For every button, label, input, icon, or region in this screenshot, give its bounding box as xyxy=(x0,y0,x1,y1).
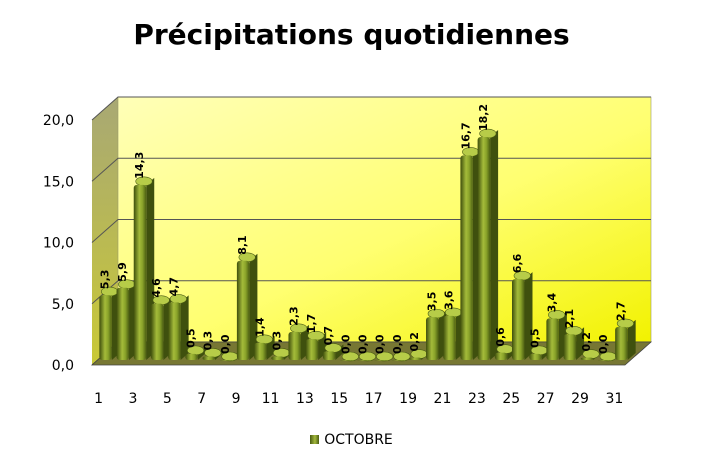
data-label: 3,6 xyxy=(442,290,455,310)
bar xyxy=(546,318,559,360)
bar xyxy=(615,326,628,360)
data-label: 0,0 xyxy=(374,334,387,354)
data-label: 2,3 xyxy=(288,306,301,326)
x-tick-label: 9 xyxy=(232,391,241,407)
data-label: 2,1 xyxy=(563,309,576,329)
bar xyxy=(185,353,198,360)
bar xyxy=(357,360,370,361)
x-tick-label: 1 xyxy=(94,391,103,407)
chart-title: Précipitations quotidiennes xyxy=(133,18,570,51)
bar xyxy=(408,357,422,360)
bar xyxy=(99,295,112,360)
bar xyxy=(271,356,284,360)
bar xyxy=(133,184,147,360)
data-label: 4,7 xyxy=(167,277,180,297)
data-label: 2,7 xyxy=(614,301,627,321)
bar xyxy=(391,360,405,361)
bar-cap xyxy=(341,351,359,362)
y-tick-label: 20,0 xyxy=(43,113,74,129)
bar xyxy=(340,360,353,361)
bar xyxy=(254,342,267,360)
data-label: 0,0 xyxy=(339,334,352,354)
data-label: 0,0 xyxy=(597,334,610,354)
data-label: 18,2 xyxy=(477,104,490,131)
bar-cap xyxy=(393,351,411,362)
y-tick-label: 10,0 xyxy=(43,236,74,252)
data-label: 0,6 xyxy=(494,327,507,347)
bar xyxy=(460,155,473,360)
x-tick-label: 3 xyxy=(129,391,138,407)
x-tick-label: 27 xyxy=(537,391,555,407)
x-tick-label: 29 xyxy=(571,391,589,407)
data-label: 16,7 xyxy=(460,122,473,149)
data-label: 14,3 xyxy=(133,152,146,179)
data-label: 0,2 xyxy=(408,332,421,352)
bar xyxy=(426,317,439,360)
data-label: 0,2 xyxy=(580,332,593,352)
x-tick-label: 13 xyxy=(296,391,314,407)
bar xyxy=(511,279,525,360)
bar xyxy=(494,352,508,360)
y-tick-label: 5,0 xyxy=(52,297,74,313)
data-label: 0,7 xyxy=(322,326,335,346)
x-tick-label: 11 xyxy=(262,391,280,407)
bar xyxy=(236,260,250,360)
bar xyxy=(150,303,164,360)
data-label: 1,4 xyxy=(253,317,266,337)
data-label: 1,7 xyxy=(305,314,318,334)
x-tick-label: 17 xyxy=(365,391,383,407)
bar xyxy=(322,351,336,360)
bar-cap xyxy=(376,351,394,362)
bar xyxy=(305,339,319,360)
data-label: 0,3 xyxy=(271,331,284,351)
data-label: 3,4 xyxy=(546,293,559,313)
data-label: 0,5 xyxy=(528,328,541,348)
bar xyxy=(116,287,130,360)
x-tick-label: 31 xyxy=(605,391,623,407)
legend-label: OCTOBRE xyxy=(324,432,393,448)
data-label: 5,9 xyxy=(116,262,129,282)
bar-side xyxy=(180,295,189,360)
data-label: 0,0 xyxy=(391,334,404,354)
data-label: 0,5 xyxy=(185,328,198,348)
data-label: 3,5 xyxy=(425,292,438,312)
legend-swatch xyxy=(310,435,320,444)
x-tick-label: 23 xyxy=(468,391,486,407)
data-label: 0,0 xyxy=(219,334,232,354)
bar-cap xyxy=(358,351,377,362)
bar xyxy=(529,353,542,360)
legend: OCTOBRE xyxy=(0,432,703,448)
x-tick-label: 21 xyxy=(434,391,452,407)
bar xyxy=(563,334,577,360)
bar xyxy=(202,356,216,360)
x-tick-label: 15 xyxy=(330,391,348,407)
bar xyxy=(219,360,233,361)
x-tick-label: 19 xyxy=(399,391,417,407)
gridline xyxy=(91,96,651,121)
bar-side xyxy=(627,319,636,360)
bar xyxy=(477,137,491,360)
bar-side xyxy=(576,327,585,360)
y-tick-label: 0,0 xyxy=(52,358,74,374)
data-label: 8,1 xyxy=(236,235,249,254)
bar xyxy=(580,357,594,360)
data-label: 6,6 xyxy=(511,253,524,273)
bar-side xyxy=(524,272,533,360)
x-tick-label: 7 xyxy=(197,391,206,407)
x-tick-label: 5 xyxy=(163,391,172,407)
bar xyxy=(374,360,387,361)
bar xyxy=(168,302,181,360)
data-label: 5,3 xyxy=(99,270,112,290)
bar xyxy=(597,360,611,361)
data-label: 4,6 xyxy=(150,278,163,298)
bar xyxy=(443,315,456,360)
bar xyxy=(288,331,301,360)
x-tick-label: 25 xyxy=(502,391,520,407)
data-label: 0,0 xyxy=(357,334,370,354)
bar-side xyxy=(490,130,499,360)
y-tick-label: 15,0 xyxy=(43,174,74,190)
bar-side xyxy=(249,253,258,360)
data-label: 0,3 xyxy=(202,331,215,351)
